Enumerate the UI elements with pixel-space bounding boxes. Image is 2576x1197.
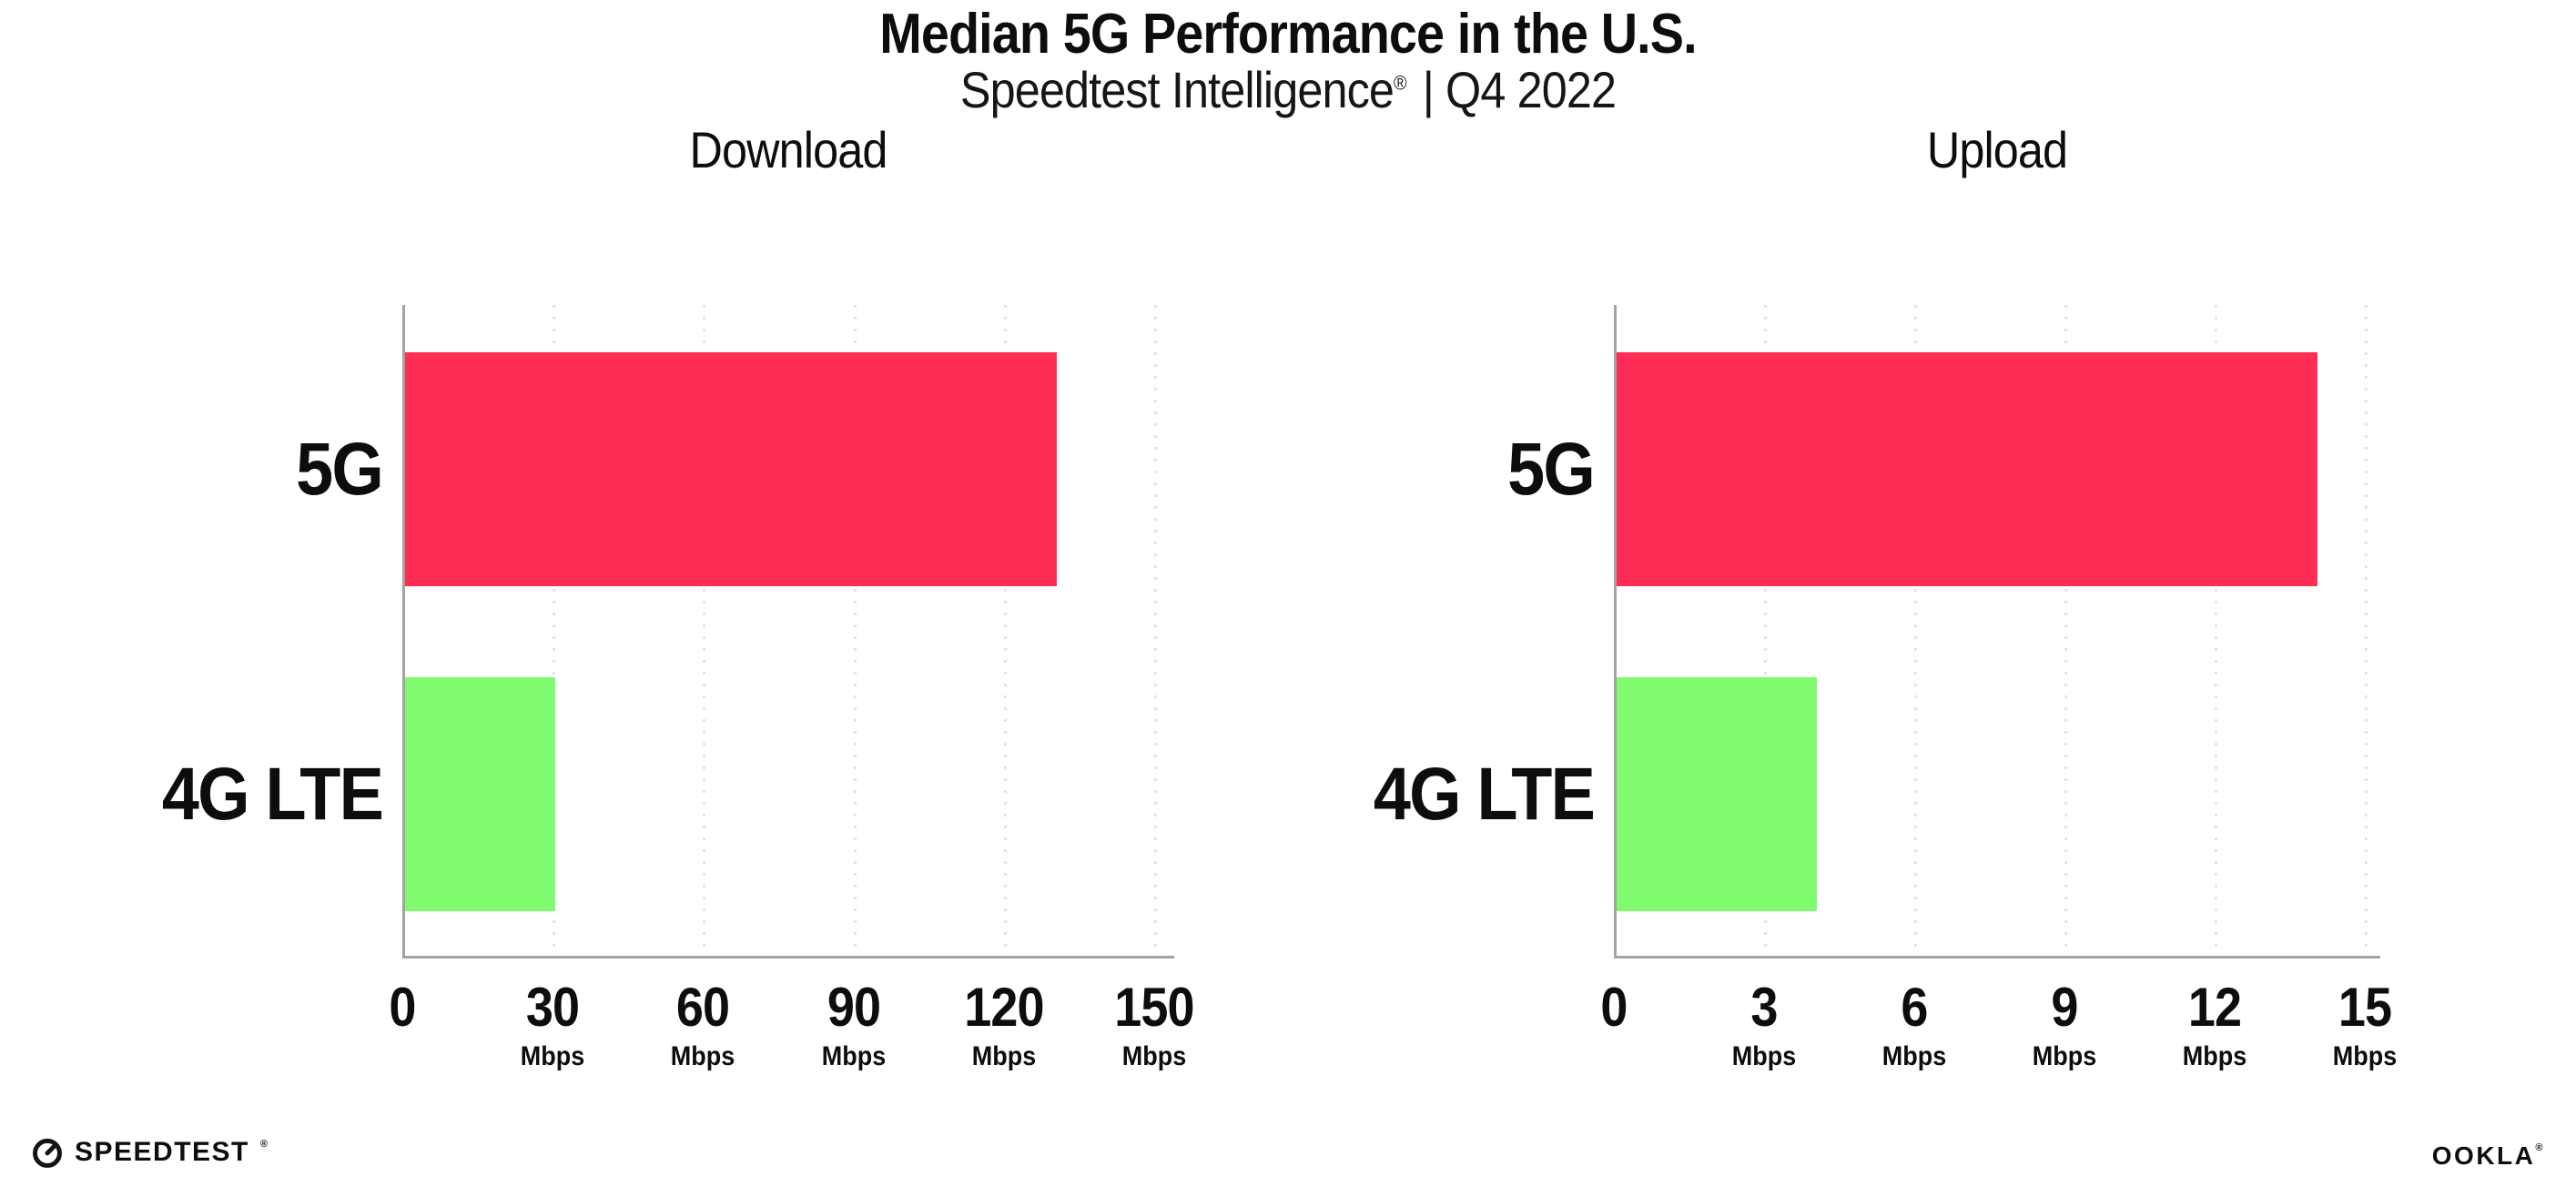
upload-tick-12: 12 Mbps <box>2141 979 2288 1071</box>
upload-category-label-4g-lte: 4G LTE <box>1373 752 1596 836</box>
gridline-9 <box>2064 305 2067 956</box>
tick-value: 12 <box>2187 977 2242 1038</box>
tick-value: 60 <box>676 977 730 1038</box>
upload-plot-area <box>1614 305 2380 959</box>
tick-unit: Mbps <box>971 1041 1037 1071</box>
tick-unit: Mbps <box>1121 1041 1187 1071</box>
subtitle-brand: Speedtest Intelligence <box>959 61 1394 118</box>
gridline-60 <box>703 305 706 956</box>
upload-bar-4g-lte <box>1617 677 1817 911</box>
tick-unit: Mbps <box>2182 1041 2247 1071</box>
speedtest-wordmark: SPEEDTEST <box>75 1137 249 1167</box>
tick-value: 9 <box>2051 977 2078 1038</box>
upload-category-label-5g: 5G <box>1507 427 1596 511</box>
speedtest-logo: SPEEDTEST ® <box>31 1136 268 1169</box>
page-title: Median 5G Performance in the U.S. <box>879 3 1697 66</box>
tick-value: 90 <box>827 977 880 1038</box>
gridline-90 <box>853 305 857 956</box>
tick-value: 6 <box>1901 977 1928 1038</box>
tick-unit: Mbps <box>2032 1041 2097 1071</box>
upload-chart-title: Upload <box>1926 121 2068 178</box>
tick-value: 0 <box>389 977 416 1038</box>
upload-tick-9: 9 Mbps <box>1991 979 2138 1071</box>
tick-unit: Mbps <box>671 1041 735 1071</box>
registered-symbol: ® <box>1394 71 1407 95</box>
tick-value: 3 <box>1750 977 1778 1038</box>
download-chart-title: Download <box>689 121 888 178</box>
tick-unit: Mbps <box>1881 1041 1947 1071</box>
gridline-6 <box>1914 305 1917 956</box>
download-tick-90: 90 Mbps <box>780 979 928 1071</box>
gridline-120 <box>1003 305 1007 956</box>
ookla-registered-symbol: ® <box>2535 1142 2545 1153</box>
gridline-150 <box>1154 305 1157 956</box>
download-bar-5g <box>405 352 1057 586</box>
tick-unit: Mbps <box>2332 1041 2398 1071</box>
download-tick-0: 0 <box>329 979 476 1037</box>
page-subtitle: Speedtest Intelligence® | Q4 2022 <box>129 60 2448 119</box>
upload-tick-0: 0 <box>1540 979 1688 1037</box>
gridline-12 <box>2215 305 2217 956</box>
tick-value: 30 <box>526 977 580 1038</box>
download-tick-30: 30 Mbps <box>479 979 626 1071</box>
upload-tick-3: 3 Mbps <box>1690 979 1838 1071</box>
download-tick-150: 150 Mbps <box>1080 979 1228 1071</box>
tick-unit: Mbps <box>821 1041 886 1071</box>
speedtest-registered-symbol: ® <box>259 1139 268 1150</box>
tick-value: 15 <box>2338 977 2392 1038</box>
speedtest-gauge-icon <box>31 1136 64 1169</box>
tick-value: 0 <box>1600 977 1628 1038</box>
subtitle-period: | Q4 2022 <box>1422 61 1617 118</box>
upload-tick-6: 6 Mbps <box>1841 979 1988 1071</box>
download-plot-area <box>402 305 1174 959</box>
download-tick-60: 60 Mbps <box>629 979 776 1071</box>
tick-value: 150 <box>1114 977 1194 1038</box>
tick-unit: Mbps <box>520 1041 585 1071</box>
upload-bar-5g <box>1617 352 2317 586</box>
gridline-3 <box>1764 305 1767 956</box>
ookla-logo: OOKLA ® <box>2432 1141 2545 1171</box>
gridline-15 <box>2365 305 2368 956</box>
ookla-wordmark: OOKLA <box>2431 1141 2536 1170</box>
upload-tick-15: 15 Mbps <box>2291 979 2439 1071</box>
download-bar-4g-lte <box>405 677 556 911</box>
tick-value: 120 <box>964 977 1044 1038</box>
gridline-30 <box>553 305 556 956</box>
download-category-label-4g-lte: 4G LTE <box>161 752 384 836</box>
download-tick-120: 120 Mbps <box>930 979 1078 1071</box>
tick-unit: Mbps <box>1731 1041 1797 1071</box>
download-category-label-5g: 5G <box>296 427 384 511</box>
